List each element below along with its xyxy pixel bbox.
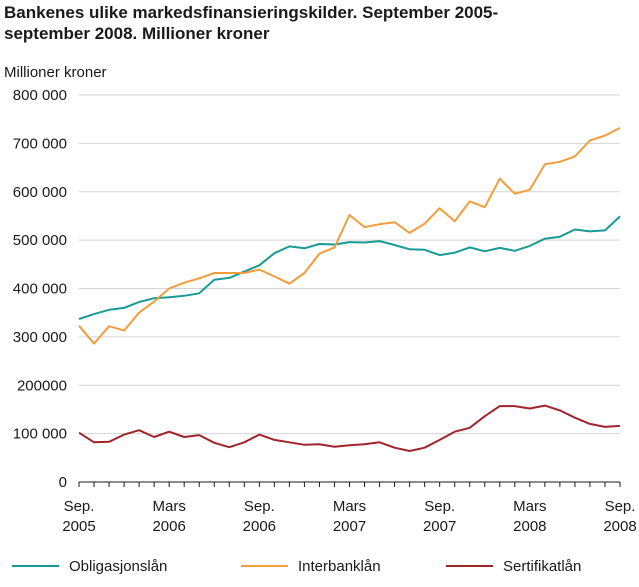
series-line-1 [78,215,621,320]
series-lines [78,127,621,452]
legend-label: Interbanklån [298,558,381,575]
x-tick-label: 2007 [423,518,456,535]
x-tick-label: Sep. [605,498,636,515]
x-tick-labels: Sep. 2005 Mars 2006 Sep. 2006 Mars 2007 Sep. 2007… [62,498,636,535]
x-tick-label: Sep. [424,498,455,515]
x-tick-label: Mars [152,498,185,515]
series-line-2 [78,127,621,345]
series-line-3 [78,404,621,452]
chart-title-line-2: september 2008. Millioner kroner [4,24,270,43]
y-tick-labels: 0 100 000 200000 300 000 400 000 500 000 600 0… [13,87,67,491]
legend-label: Sertifikatlån [503,558,581,575]
y-tick-label: 500 000 [13,232,67,249]
y-tick-label: 600 000 [13,184,67,201]
y-tick-label: 100 000 [13,426,67,443]
x-tick-label: 2008 [603,518,636,535]
y-tick-label: 200000 [17,377,67,394]
x-tick-label: Sep. [64,498,95,515]
legend-label: Obligasjonslån [69,558,167,575]
x-tick-label: 2006 [243,518,276,535]
x-tick-label: 2006 [152,518,185,535]
y-tick-label: 300 000 [13,329,67,346]
grid-lines [79,94,620,435]
y-tick-label: 0 [59,474,67,491]
legend: Obligasjonslån Interbanklån Sertifikatlån [12,558,581,575]
chart-title-line-1: Bankenes ulike markedsfinansieringskilde… [4,3,499,22]
y-tick-label: 700 000 [13,135,67,152]
y-tick-label: 400 000 [13,281,67,298]
x-tick-label: Sep. [244,498,275,515]
x-axis [78,481,621,487]
chart-title: Bankenes ulike markedsfinansieringskilde… [4,2,634,44]
x-tick-label: 2007 [333,518,366,535]
x-tick-label: 2008 [513,518,546,535]
x-tick-label: 2005 [62,518,95,535]
x-tick-label: Mars [513,498,546,515]
x-tick-label: Mars [333,498,366,515]
y-axis-label: Millioner kroner [4,64,107,81]
y-tick-label: 800 000 [13,87,67,104]
